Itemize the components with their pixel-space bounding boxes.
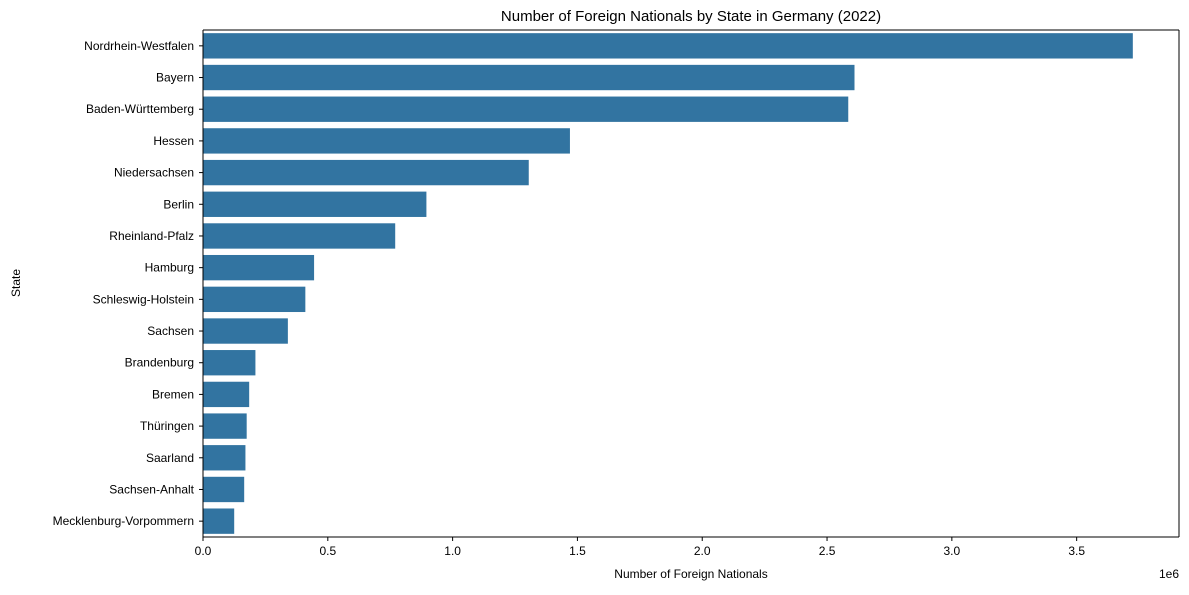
x-axis-offset-label: 1e6 xyxy=(1159,567,1179,581)
bar xyxy=(203,445,246,471)
y-tick-label: Niedersachsen xyxy=(114,166,194,180)
bar xyxy=(203,286,306,313)
x-tick-label: 2.5 xyxy=(819,544,836,558)
x-tick-label: 1.5 xyxy=(569,544,586,558)
bar xyxy=(203,381,250,408)
x-tick-label: 3.0 xyxy=(944,544,961,558)
y-tick-label: Baden-Württemberg xyxy=(86,102,194,116)
bar xyxy=(203,254,315,281)
y-tick-label: Brandenburg xyxy=(125,356,194,370)
bars-group xyxy=(203,33,1133,534)
bar xyxy=(203,413,247,439)
y-tick-label: Sachsen-Anhalt xyxy=(109,482,194,496)
y-tick-label: Nordrhein-Westfalen xyxy=(84,39,194,53)
x-axis-label: Number of Foreign Nationals xyxy=(614,567,767,581)
bar xyxy=(203,476,245,503)
x-tick-label: 0.0 xyxy=(195,544,212,558)
bar xyxy=(203,191,427,217)
chart-title: Number of Foreign Nationals by State in … xyxy=(501,8,881,25)
bar xyxy=(203,159,529,186)
bar xyxy=(203,128,570,154)
y-tick-label: Schleswig-Holstein xyxy=(93,292,194,306)
x-tick-label: 3.5 xyxy=(1068,544,1085,558)
bar xyxy=(203,508,235,534)
y-tick-label: Hamburg xyxy=(145,261,194,275)
y-tick-label: Hessen xyxy=(153,134,194,148)
y-tick-labels-group: Nordrhein-Westfalen Bayern Baden-Württembe… xyxy=(53,39,203,528)
x-tick-label: 2.0 xyxy=(694,544,711,558)
x-tick-label: 0.5 xyxy=(319,544,336,558)
y-tick-label: Sachsen xyxy=(147,324,194,338)
bar xyxy=(203,64,855,91)
bar xyxy=(203,96,849,122)
x-tick-label: 1.0 xyxy=(444,544,461,558)
y-tick-label: Thüringen xyxy=(140,419,194,433)
y-axis-label: State xyxy=(9,269,23,297)
y-tick-label: Rheinland-Pfalz xyxy=(109,229,194,243)
y-tick-label: Saarland xyxy=(146,451,194,465)
bar xyxy=(203,33,1133,59)
bar xyxy=(203,223,396,249)
y-tick-label: Berlin xyxy=(163,197,194,211)
y-tick-label: Bayern xyxy=(156,71,194,85)
y-tick-label: Bremen xyxy=(152,387,194,401)
x-ticks-group: 0.0 0.5 1.0 1.5 2.0 2.5 3.0 3.5 xyxy=(195,537,1085,558)
bar xyxy=(203,318,288,344)
y-tick-label: Mecklenburg-Vorpommern xyxy=(53,514,194,528)
bar xyxy=(203,350,256,376)
